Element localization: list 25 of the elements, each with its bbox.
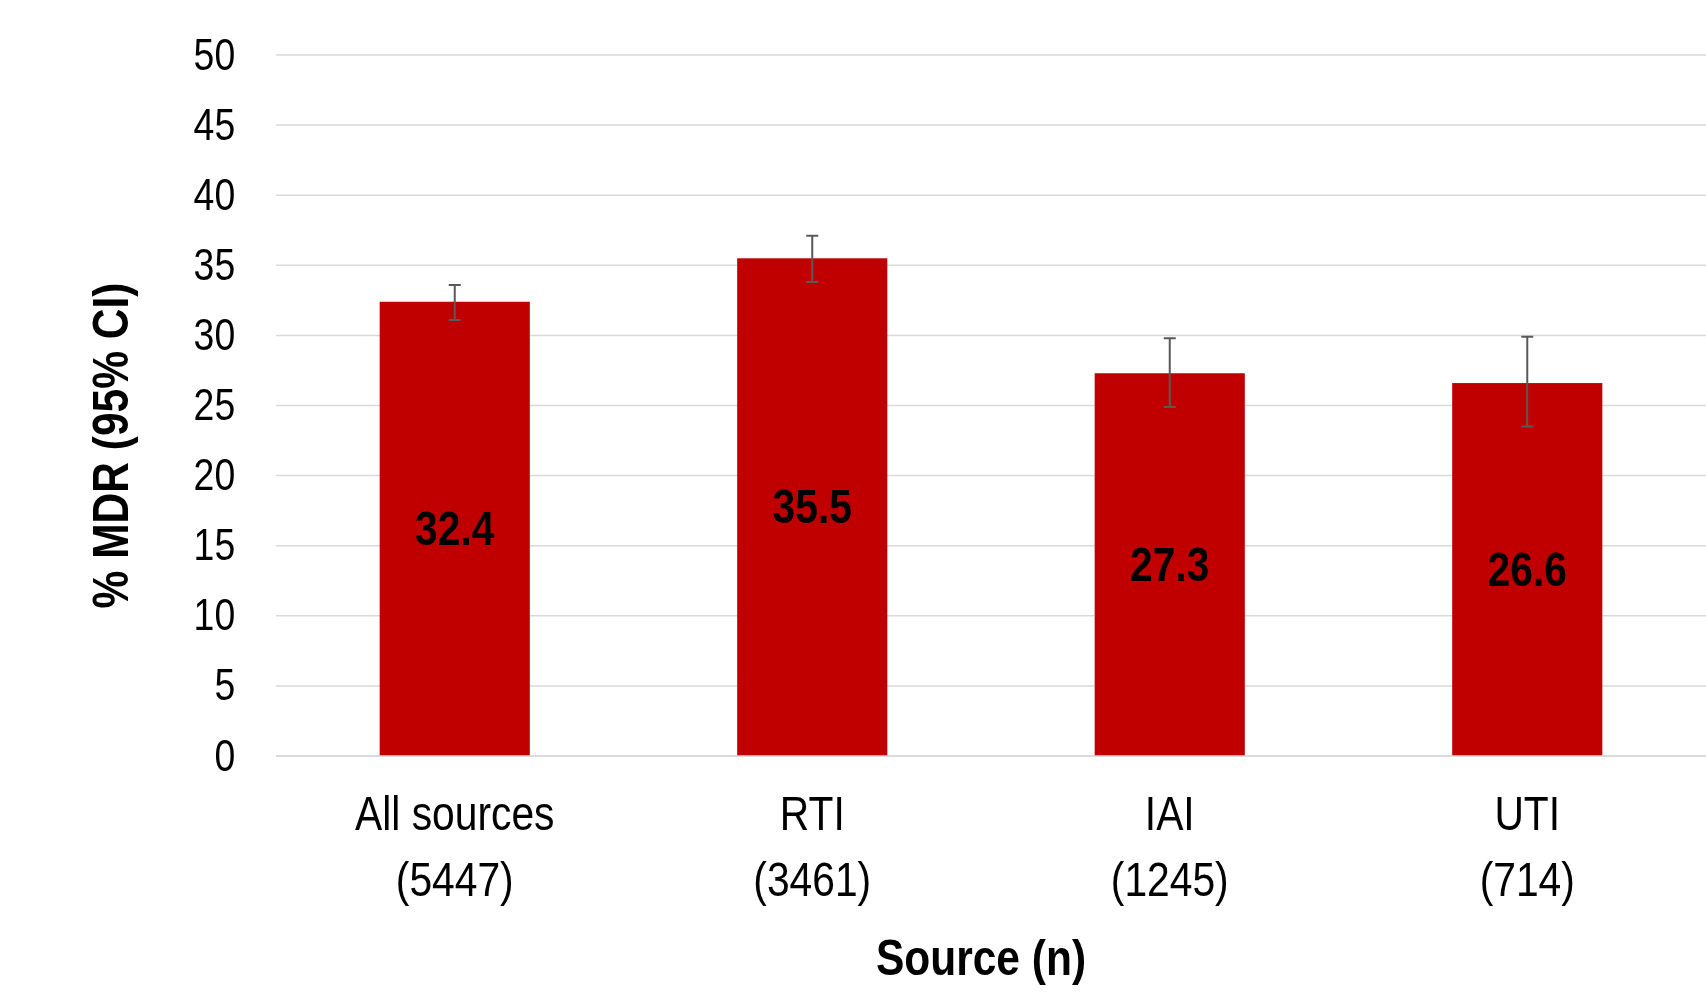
x-tick-label: All sources (5447): [355, 786, 555, 906]
y-tick-label: 25: [193, 380, 236, 430]
y-axis-title: % MDR (95% CI): [82, 282, 139, 609]
y-tick-label: 15: [193, 520, 236, 570]
x-tick-label: IAI (1245): [1110, 786, 1229, 906]
data-label: 26.6: [1487, 542, 1567, 596]
y-tick-label: 10: [193, 590, 236, 641]
y-tick-label: 50: [193, 29, 236, 80]
y-tick-label: 0: [214, 730, 236, 781]
data-label: 27.3: [1130, 537, 1210, 591]
y-tick-label: 30: [193, 310, 236, 360]
y-tick-label: 5: [214, 660, 236, 711]
bar: [737, 258, 888, 756]
y-tick-label: 40: [193, 169, 236, 220]
data-label: 35.5: [772, 480, 852, 533]
y-tick-label: 45: [193, 99, 236, 150]
y-tick-label: 20: [193, 450, 236, 500]
bar: [1452, 383, 1603, 756]
y-tick-label: 35: [193, 240, 236, 290]
x-tick-label: RTI (3461): [753, 786, 872, 906]
x-tick-label: UTI (714): [1479, 786, 1575, 906]
bar: [379, 301, 530, 756]
bar: [1094, 373, 1245, 756]
x-axis-title: Source (n): [875, 929, 1087, 986]
data-label: 32.4: [415, 501, 495, 555]
